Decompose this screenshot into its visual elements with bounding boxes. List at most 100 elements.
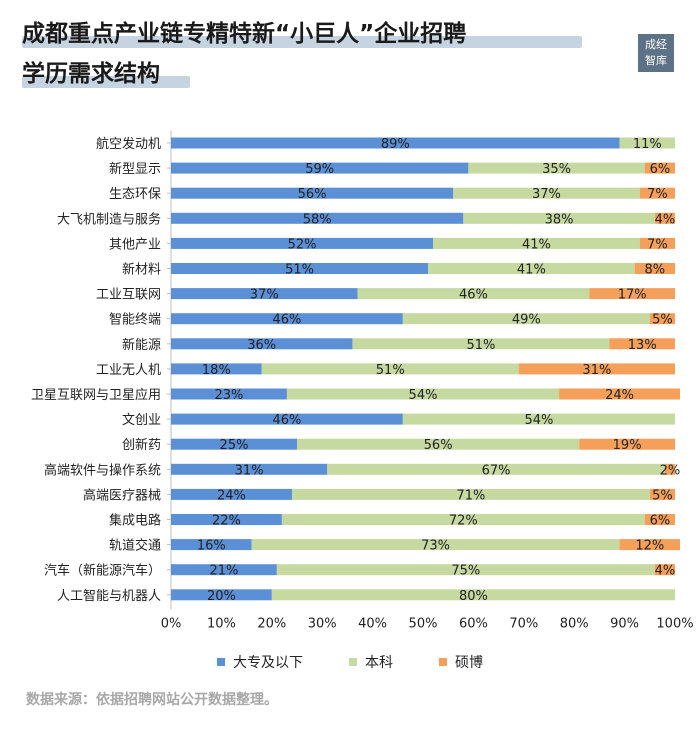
data-label: 52% — [288, 237, 317, 252]
legend-swatch — [217, 658, 225, 666]
bar-segment — [453, 187, 640, 199]
data-label: 56% — [298, 187, 327, 202]
chart-legend: 大专及以下 本科 硕博 — [0, 652, 700, 672]
chart-svg: 航空发动机 89% 11% 新型显示 59% 35% 6% 生态环保 56% 37% 7% 大飞机制造… — [31, 130, 694, 631]
bar-segment — [171, 514, 282, 525]
data-label: 51% — [285, 263, 314, 278]
data-label: 11% — [633, 137, 662, 152]
bar-segment — [357, 288, 590, 300]
bar-segment — [644, 162, 675, 174]
data-label: 24% — [605, 388, 634, 403]
title-line-1: 成都重点产业链专精特新“小巨人”企业招聘 — [22, 14, 582, 54]
bar-segment — [261, 363, 519, 375]
bar-segment — [281, 514, 645, 525]
bar-segment — [171, 363, 262, 375]
data-label: 7% — [647, 237, 668, 252]
title-text-2: 学历需求结构 — [22, 61, 160, 87]
bar-segment — [251, 539, 620, 551]
data-label: 2% — [660, 463, 681, 478]
category-label: 大飞机制造与服务 — [57, 211, 161, 227]
bar-segment — [171, 589, 272, 601]
bar-segment — [518, 363, 675, 375]
data-label: 4% — [655, 564, 676, 579]
bar-segment — [291, 488, 650, 500]
data-label: 19% — [613, 438, 642, 453]
x-tick-label: 30% — [308, 616, 337, 631]
bar-segment — [639, 187, 675, 199]
category-label: 生态环保 — [109, 187, 161, 202]
x-tick-label: 100% — [656, 616, 693, 631]
data-label: 75% — [451, 564, 480, 579]
source-note: 数据来源：依据招聘网站公开数据整理。 — [26, 692, 278, 708]
category-label: 工业互联网 — [96, 288, 161, 303]
data-label: 59% — [305, 162, 334, 177]
data-label: 51% — [467, 338, 496, 353]
bar-segment — [649, 313, 675, 325]
data-label: 22% — [212, 514, 241, 529]
category-label: 智能终端 — [109, 312, 161, 328]
data-label: 16% — [197, 539, 226, 554]
category-label: 工业无人机 — [96, 363, 161, 378]
x-tick-label: 90% — [610, 616, 639, 631]
legend-label: 本科 — [365, 655, 393, 671]
category-label: 新型显示 — [109, 161, 161, 177]
category-label: 卫星互联网与卫星应用 — [31, 387, 161, 403]
bar-segment — [559, 388, 681, 400]
bar-segment — [171, 237, 434, 249]
data-label: 46% — [272, 313, 301, 328]
data-label: 4% — [655, 212, 676, 227]
title-highlight — [22, 36, 582, 48]
bar-segment — [463, 212, 655, 224]
bar-segment — [171, 288, 358, 300]
logo-text-1: 成经 — [645, 38, 667, 51]
data-label: 20% — [207, 589, 236, 604]
bar-segment — [297, 438, 580, 450]
bar-segment — [654, 212, 675, 224]
bar-segment — [171, 564, 277, 576]
data-label: 72% — [449, 514, 478, 529]
bar-segment — [327, 463, 665, 475]
data-label: 12% — [635, 539, 664, 554]
legend-swatch — [349, 658, 357, 666]
data-label: 58% — [303, 212, 332, 227]
x-tick-label: 60% — [459, 616, 488, 631]
bar-segment — [644, 514, 675, 525]
bar-segment — [433, 237, 640, 249]
category-label: 高端医疗器械 — [83, 487, 161, 503]
category-label: 高端软件与操作系统 — [44, 462, 161, 478]
bar-segment — [171, 212, 464, 224]
bar-segment — [639, 237, 675, 249]
data-label: 24% — [217, 488, 246, 503]
bar-segment — [171, 539, 252, 551]
logo-text-2: 智库 — [645, 54, 667, 67]
data-label: 31% — [582, 363, 611, 378]
bar-segment — [171, 263, 429, 274]
bar-segment — [654, 564, 675, 576]
data-label: 54% — [524, 413, 553, 428]
data-label: 71% — [456, 488, 485, 503]
chart-title: 成都重点产业链专精特新“小巨人”企业招聘 学历需求结构 — [22, 14, 582, 94]
category-label: 文创业 — [122, 413, 161, 428]
title-highlight — [22, 76, 190, 88]
data-label: 46% — [272, 413, 301, 428]
legend-swatch — [439, 658, 447, 666]
data-label: 46% — [459, 288, 488, 303]
data-label: 5% — [652, 313, 673, 328]
bar-segment — [171, 162, 469, 174]
data-label: 37% — [532, 187, 561, 202]
bar-segment — [271, 589, 675, 601]
category-label: 汽车（新能源汽车） — [44, 563, 161, 579]
title-text-1: 成都重点产业链专精特新“小巨人”企业招聘 — [22, 21, 467, 47]
bar-segment — [619, 539, 681, 551]
data-label: 18% — [202, 363, 231, 378]
data-label: 36% — [247, 338, 276, 353]
bar-segment — [352, 338, 610, 350]
data-label: 67% — [482, 463, 511, 478]
data-label: 56% — [424, 438, 453, 453]
data-label: 35% — [542, 162, 571, 177]
bar-segment — [286, 388, 560, 400]
x-tick-label: 10% — [207, 616, 236, 631]
x-tick-label: 80% — [560, 616, 589, 631]
data-label: 80% — [459, 589, 488, 604]
bar-segment — [171, 413, 403, 425]
